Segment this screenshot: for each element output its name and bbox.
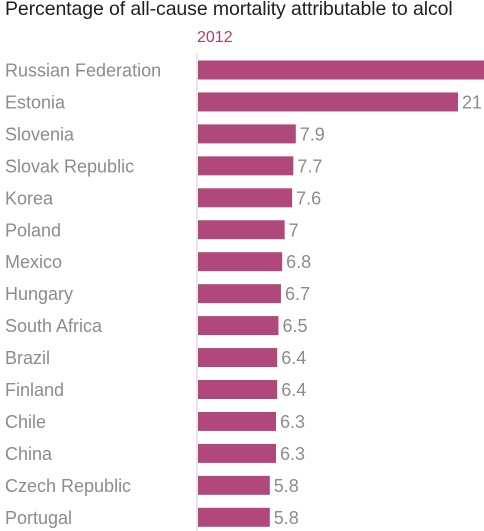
category-label: Estonia [5,92,66,112]
category-label: Mexico [5,252,62,272]
value-label: 7.9 [300,124,325,144]
bar [198,124,296,144]
category-label: Brazil [5,348,50,368]
value-label: 6.3 [280,444,305,464]
category-label: South Africa [5,316,103,336]
bar [198,60,484,80]
category-label: Poland [5,220,61,240]
value-label: 6.4 [281,380,306,400]
value-label: 21 [462,92,482,112]
bar [198,284,281,304]
value-label: 7.7 [297,156,322,176]
chart-title: Percentage of all-cause mortality attrib… [5,0,453,20]
bar [198,507,270,527]
value-label: 5.8 [274,508,299,528]
value-label: 6.3 [280,412,305,432]
bar [198,252,283,272]
category-label: Hungary [5,284,73,304]
value-label: 6.4 [281,348,306,368]
bar [198,92,458,112]
bar [198,475,270,495]
bar [198,316,279,336]
bar [198,188,293,208]
value-label: 7.6 [296,188,321,208]
bar [198,380,278,399]
value-label: 6.7 [285,284,310,304]
bar [198,156,294,176]
value-label: 6.5 [282,316,307,336]
bar [198,220,285,240]
category-label: Russian Federation [5,61,161,81]
category-label: Korea [5,188,54,208]
category-label: Finland [5,380,64,400]
value-label: 5.8 [274,476,299,496]
bar [198,348,278,368]
bar [198,411,276,431]
category-label: Slovenia [5,124,75,144]
value-label: 6.8 [286,252,311,272]
category-label: Chile [5,412,46,432]
bar [198,443,276,463]
category-label: Portugal [5,508,72,528]
category-label: China [5,444,53,464]
category-label: Czech Republic [5,476,131,496]
value-label: 7 [289,220,299,240]
legend-label: 2012 [197,29,233,46]
category-label: Slovak Republic [5,156,134,176]
